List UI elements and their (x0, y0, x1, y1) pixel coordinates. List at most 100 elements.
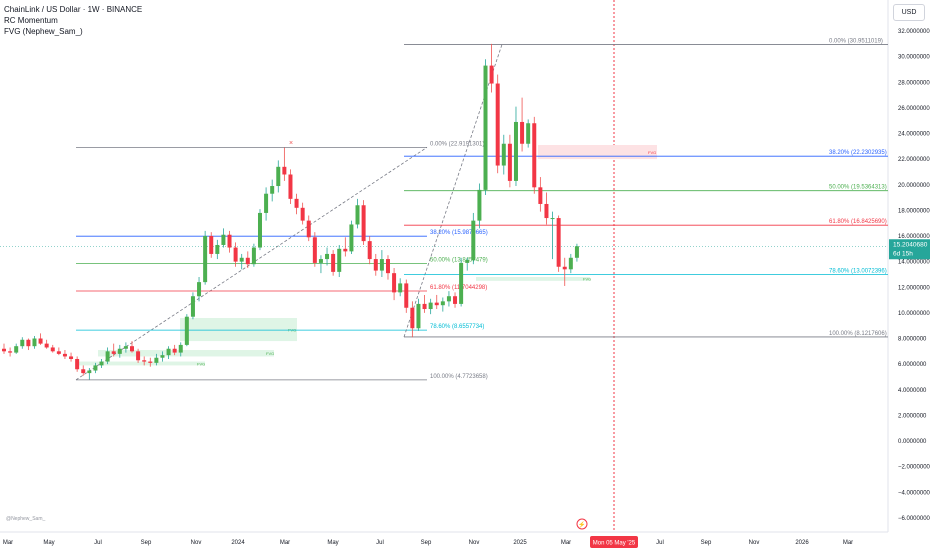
candle (257, 209, 262, 251)
candle-body (245, 257, 250, 265)
candle (56, 347, 61, 356)
candle (62, 350, 67, 359)
candle-body (136, 351, 141, 361)
candle-body (459, 262, 464, 304)
candle (105, 347, 110, 365)
bar-countdown: 6d 15h (893, 250, 913, 257)
currency-button[interactable]: USD (893, 4, 925, 21)
indicator-fvg[interactable]: FVG (Nephew_Sam_) (4, 27, 83, 36)
lightning-icon: ⚡ (578, 521, 585, 529)
candle (227, 230, 232, 253)
candle-body (422, 303, 427, 310)
candle-body (404, 283, 409, 308)
candle-body (227, 234, 232, 248)
time-tick-label: Sep (421, 540, 432, 546)
candle-body (276, 166, 281, 187)
fib-level-label: 50.00% (13.8457479) (430, 258, 488, 264)
candle (544, 192, 549, 225)
price-tick-label: 16.0000000 (898, 234, 930, 240)
candle-body (221, 234, 226, 245)
candle (32, 335, 37, 349)
time-tick-label: Sep (701, 540, 712, 546)
fib-level-label: 100.00% (8.1217606) (829, 331, 887, 337)
candle (459, 257, 464, 307)
candle-body (44, 343, 49, 348)
candle-body (14, 346, 19, 353)
candle (483, 59, 488, 195)
time-tick-label: May (327, 540, 338, 546)
candle-body (318, 259, 323, 263)
candle-body (373, 259, 378, 271)
time-tick-label: Nov (469, 540, 480, 546)
candle-body (471, 220, 476, 261)
candle-body (349, 224, 354, 252)
candle (50, 344, 55, 353)
fib-level-label: 100.00% (4.7723658) (430, 374, 488, 380)
candle (215, 239, 220, 260)
candle (465, 257, 470, 271)
time-tick-label: Mar (3, 540, 13, 546)
candle (501, 134, 506, 175)
candle-body (197, 282, 202, 297)
candle (568, 253, 573, 274)
time-tick-label: Mar (561, 540, 571, 546)
candle (190, 292, 195, 320)
candle-body (282, 166, 287, 175)
candle (129, 341, 134, 353)
candle (300, 202, 305, 225)
fvg-zone (98, 350, 274, 357)
price-tick-label: 8.0000000 (898, 337, 927, 343)
symbol-title[interactable]: ChainLink / US Dollar · 1W · BINANCE (4, 5, 143, 14)
candle-body (105, 351, 110, 362)
candle (556, 215, 561, 272)
price-tick-label: 20.0000000 (898, 183, 930, 189)
candle (526, 119, 531, 148)
fvg-label: FVG (197, 361, 205, 366)
candle-body (562, 266, 567, 270)
candle-body (507, 143, 512, 181)
candle-body (209, 236, 214, 254)
price-tick-label: 6.0000000 (898, 362, 927, 368)
candle (440, 297, 445, 312)
price-tick-label: 14.0000000 (898, 260, 930, 266)
time-tick-label: 2026 (795, 540, 809, 546)
candle (446, 291, 451, 307)
time-tick-label: Jul (94, 540, 102, 546)
candle-body (190, 296, 195, 317)
candle (136, 348, 141, 363)
candle-body (166, 348, 171, 356)
candle-body (574, 246, 579, 258)
candle-body (501, 143, 506, 166)
candle-body (434, 302, 439, 306)
cursor-date-label: Mon 05 May '25 (593, 541, 636, 547)
candle-body (550, 218, 555, 220)
candle-body (142, 360, 147, 362)
candle-body (355, 205, 360, 225)
candle-body (93, 365, 98, 371)
candle (379, 250, 384, 277)
price-tick-label: −2.0000000 (898, 465, 931, 471)
candle-body (32, 338, 37, 347)
candle (81, 365, 86, 376)
candle-body (2, 348, 6, 352)
candle-body (184, 316, 189, 345)
candle-body (392, 273, 397, 293)
candle (209, 232, 214, 258)
candle (203, 230, 208, 285)
candle (148, 357, 153, 367)
candle-body (331, 253, 336, 272)
candle (331, 250, 336, 276)
cursor-date-box (590, 536, 638, 548)
candle-body (361, 205, 366, 242)
time-tick-label: Nov (749, 540, 760, 546)
candle-body (513, 121, 518, 181)
indicator-rc-momentum[interactable]: RC Momentum (4, 16, 58, 25)
candle-body (69, 356, 74, 359)
candle (355, 198, 360, 229)
candle-body (81, 369, 86, 374)
candle-body (62, 353, 67, 357)
candle (282, 147, 287, 181)
candle-body (312, 237, 317, 263)
